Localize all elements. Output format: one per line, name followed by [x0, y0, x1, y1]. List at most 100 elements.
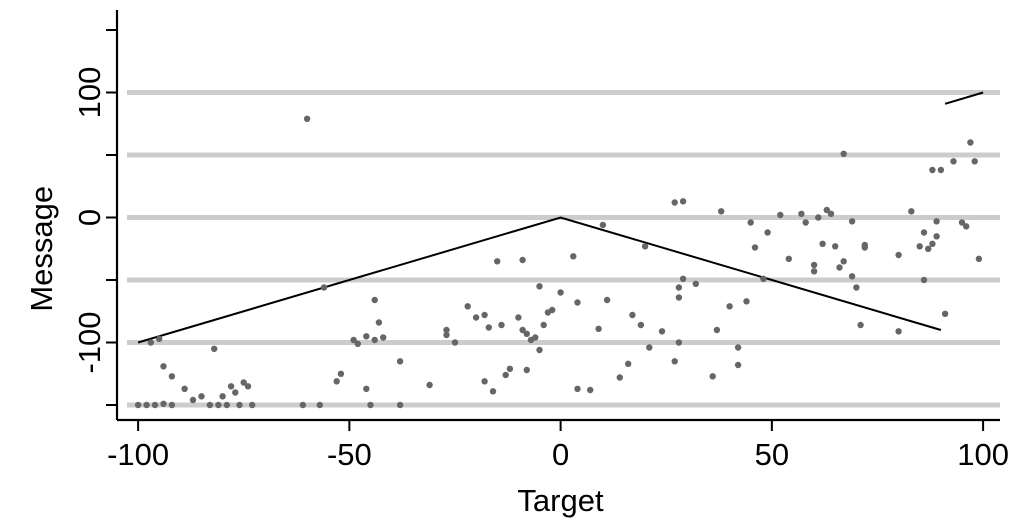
y-tick-label: -100	[72, 311, 107, 373]
data-point	[861, 241, 868, 249]
data-point	[810, 261, 818, 269]
data-point	[679, 198, 687, 205]
data-point	[464, 303, 471, 310]
data-point	[802, 219, 809, 226]
data-point	[925, 245, 932, 252]
data-point	[895, 328, 902, 335]
data-point	[603, 296, 611, 304]
data-point	[815, 214, 822, 221]
data-point	[937, 166, 945, 174]
data-point	[244, 383, 252, 390]
data-point	[181, 385, 188, 392]
data-point	[316, 401, 323, 409]
data-point	[198, 393, 205, 400]
x-tick-label: -50	[327, 437, 372, 472]
data-point	[908, 208, 915, 215]
data-point	[853, 284, 860, 291]
data-point	[587, 386, 594, 394]
data-point	[523, 366, 530, 374]
data-point	[764, 229, 771, 236]
data-point	[350, 336, 357, 344]
data-point	[519, 256, 526, 264]
data-point	[726, 303, 733, 310]
data-point	[616, 374, 623, 381]
data-point	[625, 360, 632, 367]
data-point	[215, 401, 222, 409]
data-point	[206, 401, 214, 409]
data-point	[671, 358, 678, 365]
data-point	[232, 389, 239, 396]
data-point	[320, 284, 328, 291]
data-point	[857, 321, 864, 329]
data-point	[396, 401, 404, 409]
data-point	[506, 365, 514, 372]
data-point	[675, 294, 683, 301]
data-point	[519, 326, 526, 334]
x-axis-title: Target	[517, 483, 604, 518]
data-point	[249, 401, 256, 409]
data-point	[658, 328, 666, 335]
data-point	[363, 333, 370, 340]
data-point	[950, 158, 957, 165]
data-point	[426, 381, 433, 389]
y-tick-label: 100	[72, 67, 107, 119]
data-point	[502, 371, 509, 379]
data-point	[675, 339, 683, 346]
data-point	[481, 311, 488, 319]
data-point	[211, 345, 218, 352]
data-point	[920, 276, 928, 284]
data-point	[443, 331, 450, 339]
data-point	[227, 383, 235, 390]
data-point	[168, 373, 176, 380]
data-point	[337, 370, 345, 377]
data-point	[532, 334, 539, 341]
data-point	[147, 339, 154, 346]
data-point	[916, 243, 923, 250]
data-point	[481, 378, 488, 385]
data-point	[494, 258, 501, 265]
data-point	[848, 218, 856, 225]
data-point	[570, 253, 577, 260]
data-point	[920, 229, 928, 236]
data-point	[299, 401, 307, 409]
x-axis-ticks: -100 -50 0 50 100	[107, 420, 1009, 472]
data-point	[540, 321, 547, 329]
grid-lines	[127, 90, 1000, 408]
data-point	[933, 233, 940, 240]
x-tick-label: 100	[957, 437, 1009, 472]
data-point	[760, 275, 767, 282]
data-point	[574, 299, 581, 306]
data-point	[895, 251, 902, 259]
data-point	[472, 314, 480, 321]
data-point	[798, 210, 805, 217]
x-tick-label: 0	[552, 437, 569, 472]
data-point	[489, 388, 497, 395]
data-point	[963, 223, 970, 230]
data-point	[363, 385, 370, 392]
data-point	[827, 210, 835, 217]
data-point	[929, 166, 936, 174]
data-point	[958, 219, 966, 226]
data-point	[557, 289, 564, 296]
data-point	[523, 330, 530, 337]
data-point	[354, 340, 361, 347]
data-point	[156, 335, 163, 342]
data-point	[333, 378, 340, 385]
data-point	[810, 268, 818, 275]
axes: -100 0 100 -100 -50 0 50 100	[72, 10, 1009, 472]
data-point	[367, 401, 374, 409]
data-point	[848, 273, 856, 280]
data-point	[485, 324, 492, 331]
data-point	[785, 255, 792, 262]
data-point	[747, 219, 754, 226]
x-tick-label: 50	[755, 437, 789, 472]
data-point	[236, 401, 243, 409]
data-point	[599, 221, 607, 229]
data-point	[675, 284, 683, 291]
data-point	[189, 396, 197, 404]
data-point	[380, 334, 387, 341]
data-point	[751, 244, 759, 251]
data-point	[832, 243, 839, 250]
data-point	[595, 325, 602, 332]
data-point	[941, 310, 949, 317]
